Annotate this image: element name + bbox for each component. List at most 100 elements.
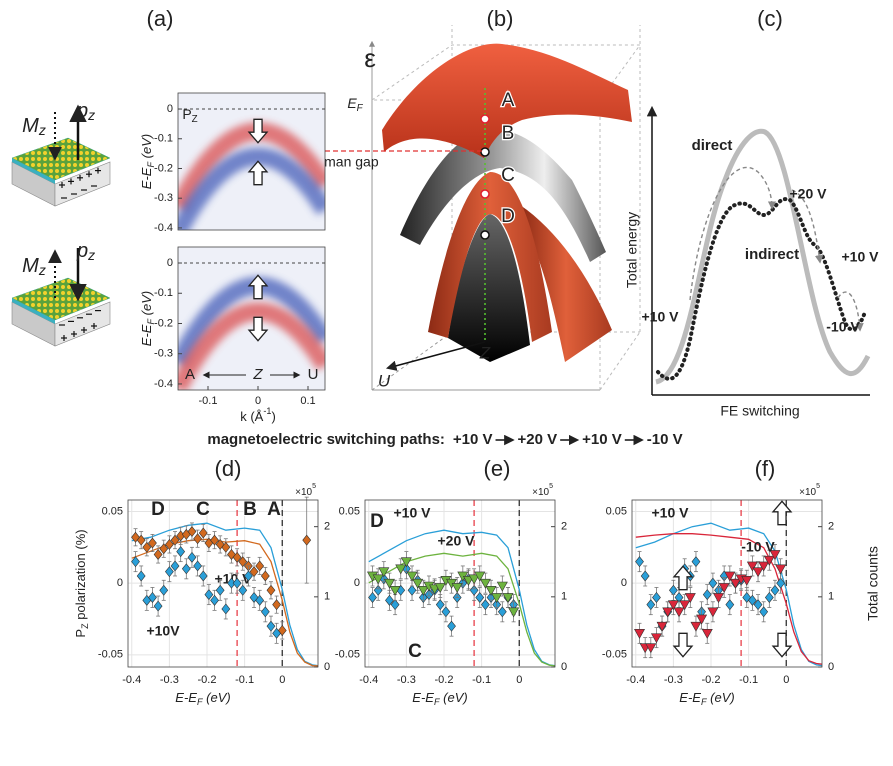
direct-path bbox=[655, 128, 871, 385]
mz-label-part: z bbox=[38, 262, 46, 278]
c-x-label: FE switching bbox=[720, 403, 799, 419]
x-tick-label: 0 bbox=[783, 674, 789, 686]
point-label: D bbox=[370, 511, 384, 532]
pz-map-label-part: Z bbox=[192, 114, 198, 125]
data-point bbox=[769, 550, 781, 561]
data-point bbox=[255, 560, 265, 572]
band-point bbox=[480, 147, 490, 157]
y-axis-label-part: (eV) bbox=[139, 134, 154, 162]
y-tick-label: 0 bbox=[621, 577, 627, 589]
data-point bbox=[696, 614, 708, 625]
data-point bbox=[232, 551, 242, 563]
series-label: +10 V bbox=[652, 505, 690, 521]
pz-label-part: z bbox=[87, 107, 95, 123]
y-tick-label: -0.3 bbox=[154, 192, 173, 204]
data-point bbox=[407, 584, 417, 596]
hollow-arrow bbox=[771, 632, 793, 658]
y2-exponent: ×105 bbox=[532, 483, 553, 498]
y2-tick-label: 0 bbox=[324, 661, 330, 673]
y2-tick-label: 1 bbox=[324, 591, 330, 603]
hollow-arrow bbox=[247, 316, 269, 342]
x-tick-label: 0.1 bbox=[300, 395, 315, 407]
y-axis-label-part: F bbox=[146, 319, 156, 325]
data-point bbox=[729, 578, 741, 589]
caption-step: -10 V bbox=[647, 431, 683, 448]
x-axis-label-part: (eV) bbox=[440, 690, 468, 705]
x-tick-label: -0.1 bbox=[472, 674, 491, 686]
data-point bbox=[215, 584, 225, 596]
x-axis-label-part: F bbox=[197, 697, 203, 707]
hollow-arrow bbox=[247, 160, 269, 186]
data-point bbox=[266, 584, 276, 596]
data-point bbox=[389, 586, 401, 596]
data-point bbox=[302, 534, 312, 546]
data-point bbox=[758, 561, 770, 572]
data-point bbox=[193, 533, 202, 545]
band-surface bbox=[400, 129, 606, 262]
heatmap-image bbox=[178, 93, 325, 230]
count-line bbox=[635, 533, 823, 665]
data-point bbox=[479, 578, 491, 589]
band-surface bbox=[382, 43, 632, 158]
data-point bbox=[187, 551, 197, 563]
point-label: D bbox=[151, 499, 165, 520]
data-point bbox=[395, 564, 407, 575]
data-point bbox=[378, 567, 390, 578]
mz-label-part: M bbox=[22, 115, 39, 137]
data-point bbox=[491, 593, 503, 604]
data-point bbox=[385, 594, 394, 606]
y-tick-label: 0 bbox=[167, 257, 173, 269]
data-point bbox=[159, 584, 169, 596]
direct-label: direct bbox=[692, 137, 733, 154]
data-point bbox=[673, 607, 685, 618]
data-point bbox=[372, 574, 384, 585]
x-tick-label: -0.1 bbox=[739, 674, 758, 686]
data-point bbox=[434, 583, 446, 594]
c-y-label: Total energy bbox=[624, 212, 640, 288]
x-tick-label: -0.3 bbox=[397, 674, 416, 686]
x-axis-label: E-EF (eV) bbox=[175, 690, 230, 707]
switching-caption: magnetoelectric switching paths: +10 V +20… bbox=[207, 431, 682, 448]
x-tick-label: -0.3 bbox=[664, 674, 683, 686]
data-point bbox=[221, 541, 231, 553]
y2-exponent-part: ×10 bbox=[295, 487, 312, 498]
switch-arrow bbox=[837, 291, 864, 332]
voltage-label: +20 V bbox=[790, 186, 828, 202]
y2-tick-label: 2 bbox=[828, 521, 834, 533]
data-point bbox=[417, 586, 429, 596]
data-point bbox=[170, 534, 180, 546]
x-axis-label-part: F bbox=[701, 697, 707, 707]
y-tick-label: -0.2 bbox=[154, 162, 173, 174]
x-axis-label: E-EF (eV) bbox=[412, 690, 467, 707]
panel-label: (e) bbox=[484, 456, 511, 481]
data-point bbox=[713, 593, 725, 604]
y-tick-label: -0.1 bbox=[154, 133, 173, 145]
data-point bbox=[210, 534, 219, 546]
y2-exponent-part: 5 bbox=[312, 483, 316, 490]
y-axis-label-part: F bbox=[146, 162, 156, 168]
data-point bbox=[272, 627, 281, 639]
data-point bbox=[198, 527, 208, 539]
y-axis-label-part: P bbox=[73, 629, 88, 638]
y2-tick-label: 1 bbox=[828, 591, 834, 603]
series-label: -10 V bbox=[741, 539, 775, 555]
data-point bbox=[475, 591, 485, 603]
series-label: +10V bbox=[146, 623, 180, 639]
data-point bbox=[238, 584, 248, 596]
data-point bbox=[662, 607, 674, 618]
k-direction-label: U bbox=[308, 366, 319, 383]
band-point bbox=[480, 114, 490, 124]
data-point bbox=[176, 546, 186, 558]
data-point bbox=[165, 566, 174, 578]
data-point bbox=[383, 578, 395, 589]
data-point bbox=[153, 548, 163, 560]
ef-label-part: E bbox=[347, 95, 357, 111]
block-right-face bbox=[54, 301, 111, 347]
count-line bbox=[368, 529, 556, 667]
box-edge bbox=[599, 331, 641, 391]
y2-tick-label: 2 bbox=[324, 521, 330, 533]
data-point bbox=[775, 564, 787, 575]
data-point bbox=[210, 594, 219, 606]
data-point bbox=[724, 571, 736, 582]
